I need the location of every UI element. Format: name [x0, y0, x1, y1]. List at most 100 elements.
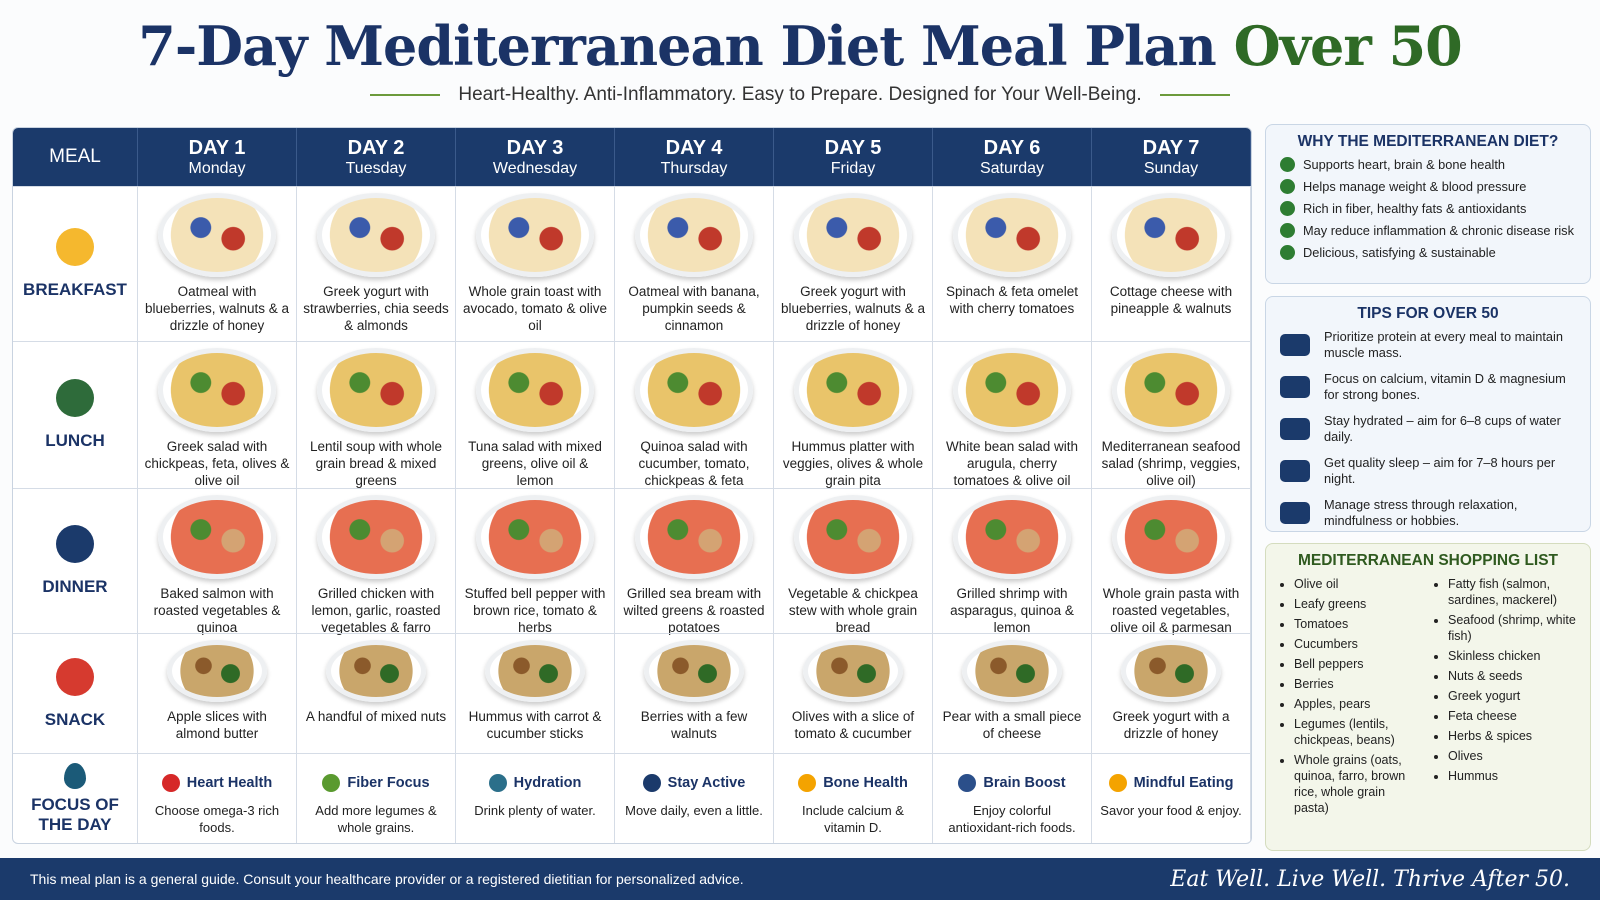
focus-text: Move daily, even a little.	[625, 803, 763, 818]
meal-icon	[56, 525, 94, 563]
check-icon	[1280, 179, 1295, 194]
shopping-column: Fatty fish (salmon, sardines, mackerel) S…	[1434, 576, 1576, 820]
meal-cell: Oatmeal with blueberries, walnuts & a dr…	[138, 186, 297, 341]
focus-cell: Brain Boost Enjoy colorful antioxidant-ri…	[933, 753, 1092, 843]
why-item: Rich in fiber, healthy fats & antioxidan…	[1280, 201, 1576, 216]
shopping-item: Cucumbers	[1294, 636, 1422, 652]
day-header: DAY 5 Friday	[774, 128, 933, 186]
tip: Prioritize protein at every meal to main…	[1280, 329, 1576, 361]
why-item: May reduce inflammation & chronic diseas…	[1280, 223, 1576, 238]
meal-description: White bean salad with arugula, cherry to…	[945, 439, 1079, 488]
food-image	[317, 193, 435, 277]
meal-description: Greek yogurt with blueberries, walnuts &…	[780, 284, 926, 333]
meal-icon	[56, 657, 94, 696]
check-icon	[1280, 201, 1295, 216]
check-icon	[1280, 223, 1295, 238]
weekday: Saturday	[979, 159, 1045, 177]
meal-cell: Grilled shrimp with asparagus, quinoa & …	[933, 488, 1092, 635]
day-header: DAY 4 Thursday	[615, 128, 774, 186]
meal-cell: Greek yogurt with strawberries, chia see…	[297, 186, 456, 341]
focus-title-row: Hydration	[488, 774, 582, 792]
meal-description: Apple slices with almond butter	[167, 709, 267, 741]
food-image	[962, 640, 1062, 702]
food-image	[476, 495, 594, 579]
tip-text: Get quality sleep – aim for 7–8 hours pe…	[1324, 455, 1556, 486]
day-label: DAY 7	[1142, 136, 1200, 159]
weekday: Friday	[830, 159, 876, 177]
food-image	[953, 348, 1071, 432]
tip: Manage stress through relaxation, mindfu…	[1280, 497, 1576, 529]
focus-title: Mindful Eating	[1133, 774, 1234, 791]
shopping-item: Whole grains (oats, quinoa, farro, brown…	[1294, 752, 1422, 816]
meal-name: SNACK	[13, 633, 138, 753]
shopping-box: MEDITERRANEAN SHOPPING LIST Olive oil Leaf…	[1265, 543, 1591, 851]
meal-cell: Tuna salad with mixed greens, olive oil …	[456, 341, 615, 488]
focus-title-row: Brain Boost	[958, 774, 1066, 792]
weekday: Tuesday	[345, 159, 407, 177]
shopping-column: Olive oil Leafy greens Tomatoes Cucumbers Be…	[1280, 576, 1422, 820]
meal-header: MEAL	[13, 128, 138, 186]
shopping-item: Olive oil	[1294, 576, 1422, 592]
shopping-item: Apples, pears	[1294, 696, 1422, 712]
meal-cell: Hummus with carrot & cucumber sticks	[456, 633, 615, 753]
food-image	[158, 495, 276, 579]
day-header: DAY 1 Monday	[138, 128, 297, 186]
tip: Stay hydrated – aim for 6–8 cups of wate…	[1280, 413, 1576, 445]
focus-title: Hydration	[513, 774, 582, 791]
meal-description: Mediterranean seafood salad (shrimp, veg…	[1101, 439, 1241, 488]
meal-description: Hummus platter with veggies, olives & wh…	[782, 439, 924, 488]
meal-cell: White bean salad with arugula, cherry to…	[933, 341, 1092, 488]
focus-title-row: Fiber Focus	[322, 774, 430, 792]
meal-cell: Vegetable & chickpea stew with whole gra…	[774, 488, 933, 635]
food-image	[953, 495, 1071, 579]
tip-icon	[1280, 334, 1310, 356]
meal-cell: Hummus platter with veggies, olives & wh…	[774, 341, 933, 488]
shopping-item: Fatty fish (salmon, sardines, mackerel)	[1448, 576, 1576, 608]
meal-name: DINNER	[13, 488, 138, 633]
shopping-item: Skinless chicken	[1448, 648, 1576, 664]
focus-icon	[642, 774, 661, 792]
meal-description: Cottage cheese with pineapple & walnuts	[1109, 284, 1233, 316]
focus-label: FOCUS OF THE DAY	[31, 794, 119, 834]
weekday: Wednesday	[492, 159, 578, 177]
tip: Get quality sleep – aim for 7–8 hours pe…	[1280, 455, 1576, 487]
food-image	[158, 193, 276, 277]
shopping-title: MEDITERRANEAN SHOPPING LIST	[1297, 552, 1559, 569]
meal-description: Oatmeal with blueberries, walnuts & a dr…	[144, 284, 290, 333]
meal-description: Baked salmon with roasted vegetables & q…	[153, 586, 281, 635]
focus-text: Include calcium & vitamin D.	[802, 803, 904, 835]
meal-description: Greek salad with chickpeas, feta, olives…	[144, 439, 290, 488]
why-text: Helps manage weight & blood pressure	[1303, 179, 1527, 194]
food-image	[158, 348, 276, 432]
meal-description: Vegetable & chickpea stew with whole gra…	[788, 586, 918, 635]
shopping-item: Leafy greens	[1294, 596, 1422, 612]
food-image	[1112, 193, 1230, 277]
tip-text: Manage stress through relaxation, mindfu…	[1324, 497, 1518, 528]
focus-title: Bone Health	[823, 774, 908, 791]
focus-label-cell: FOCUS OF THE DAY	[13, 753, 138, 843]
meal-cell: A handful of mixed nuts	[297, 633, 456, 753]
day-label: DAY 3	[506, 136, 564, 159]
shopping-item: Hummus	[1448, 768, 1576, 784]
weekday: Thursday	[660, 159, 728, 177]
shopping-item: Greek yogurt	[1448, 688, 1576, 704]
tip-text: Stay hydrated – aim for 6–8 cups of wate…	[1324, 413, 1561, 444]
meal-label: BREAKFAST	[23, 280, 127, 299]
why-text: Delicious, satisfying & sustainable	[1303, 245, 1496, 260]
meal-description: Tuna salad with mixed greens, olive oil …	[468, 439, 602, 488]
meal-name: BREAKFAST	[13, 186, 138, 341]
weekday: Monday	[188, 159, 246, 177]
meal-cell: Greek yogurt with a drizzle of honey	[1092, 633, 1251, 753]
tips-box: TIPS FOR OVER 50 Prioritize protein at ev…	[1265, 296, 1591, 532]
title-main: 7-Day Mediterranean Diet Meal Plan	[138, 14, 1216, 78]
meal-cell: Greek salad with chickpeas, feta, olives…	[138, 341, 297, 488]
meal-cell: Mediterranean seafood salad (shrimp, veg…	[1092, 341, 1251, 488]
meal-description: A handful of mixed nuts	[305, 709, 447, 724]
focus-icon	[798, 774, 817, 792]
focus-cell: Heart Health Choose omega-3 rich foods.	[138, 753, 297, 843]
why-item: Helps manage weight & blood pressure	[1280, 179, 1576, 194]
subtitle: Heart-Healthy. Anti-Inflammatory. Easy t…	[0, 84, 1600, 106]
disclaimer: This meal plan is a general guide. Consu…	[30, 871, 744, 887]
meal-description: Spinach & feta omelet with cherry tomato…	[945, 284, 1079, 316]
